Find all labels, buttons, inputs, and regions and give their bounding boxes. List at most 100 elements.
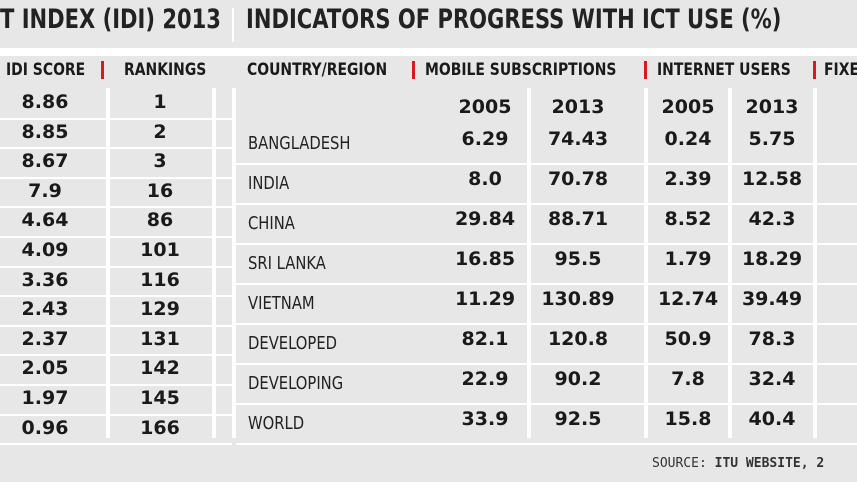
ranking-cell: 2	[153, 120, 167, 143]
column-separator	[212, 88, 216, 438]
row-divider	[0, 117, 232, 120]
title-band	[0, 48, 857, 56]
internet-2013-cell: 18.29	[741, 248, 803, 270]
row-divider	[236, 203, 857, 205]
ranking-cell: 166	[140, 416, 180, 439]
mobile-2013-cell: 130.89	[541, 288, 615, 310]
country-cell: VIETNAM	[248, 293, 315, 314]
row-divider	[0, 413, 232, 416]
mobile-2005-cell: 82.1	[461, 328, 509, 350]
ranking-cell: 131	[140, 327, 180, 350]
internet-2013-cell: 12.58	[741, 168, 803, 190]
title-divider	[232, 8, 234, 42]
country-cell: CHINA	[248, 213, 295, 234]
internet-2005-cell: 7.8	[671, 368, 705, 390]
header-internet-users: INTERNET USERS	[657, 60, 791, 80]
row-divider	[0, 206, 232, 209]
ranking-cell: 142	[140, 357, 180, 380]
row-divider	[0, 176, 232, 179]
ranking-cell: 129	[140, 298, 180, 321]
country-cell: INDIA	[248, 173, 290, 194]
country-cell: DEVELOPING	[248, 373, 344, 394]
internet-2005-cell: 12.74	[657, 288, 719, 310]
idi-score-cell: 8.67	[21, 150, 69, 173]
year-internet-2005: 2005	[661, 96, 715, 118]
ranking-cell: 86	[146, 209, 174, 232]
header-divider	[644, 61, 647, 79]
internet-2013-cell: 5.75	[748, 128, 796, 150]
row-divider	[0, 443, 232, 446]
row-divider	[236, 323, 857, 325]
header-divider	[412, 61, 415, 79]
source-label: SOURCE:	[652, 456, 707, 471]
header-idi-score: IDI SCORE	[6, 60, 86, 80]
column-separator	[527, 88, 531, 438]
source-value: ITU WEBSITE, 2	[714, 456, 825, 471]
country-cell: WORLD	[248, 413, 305, 434]
mobile-2005-cell: 29.84	[454, 208, 516, 230]
mobile-2005-cell: 33.9	[461, 408, 509, 430]
ranking-cell: 1	[153, 91, 167, 113]
row-divider	[0, 354, 232, 357]
header-country-region: COUNTRY/REGION	[247, 60, 388, 80]
mobile-2013-cell: 95.5	[554, 248, 602, 270]
row-divider	[236, 163, 857, 165]
mobile-2013-cell: 74.43	[547, 128, 609, 150]
internet-2013-cell: 78.3	[748, 328, 796, 350]
year-mobile-2013: 2013	[551, 96, 605, 118]
left-title: T INDEX (IDI) 2013	[0, 4, 221, 35]
internet-2005-cell: 1.79	[664, 248, 712, 270]
row-divider	[0, 147, 232, 150]
internet-2005-cell: 50.9	[664, 328, 712, 350]
column-separator	[728, 88, 732, 438]
internet-2013-cell: 39.49	[741, 288, 803, 310]
row-divider	[0, 384, 232, 386]
source-note: SOURCE: ITU WEBSITE, 2	[652, 456, 824, 471]
mobile-2005-cell: 16.85	[454, 248, 516, 270]
idi-score-cell: 2.37	[21, 327, 69, 350]
internet-2013-cell: 32.4	[748, 368, 796, 390]
idi-score-cell: 0.96	[21, 416, 69, 439]
internet-2013-cell: 42.3	[748, 208, 796, 230]
mobile-2005-cell: 22.9	[461, 368, 509, 390]
mobile-2013-cell: 92.5	[554, 408, 602, 430]
column-separator	[106, 88, 110, 438]
idi-score-cell: 4.09	[21, 239, 69, 261]
row-divider	[0, 324, 232, 327]
mobile-2013-cell: 120.8	[547, 328, 609, 350]
mobile-2005-cell: 6.29	[461, 128, 509, 150]
year-internet-2013: 2013	[745, 96, 799, 118]
row-divider	[236, 443, 857, 445]
idi-score-cell: 8.86	[21, 91, 69, 113]
internet-2005-cell: 15.8	[664, 408, 712, 430]
ranking-cell: 101	[140, 239, 180, 261]
mobile-2013-cell: 70.78	[547, 168, 609, 190]
idi-score-cell: 8.85	[21, 120, 69, 143]
country-cell: SRI LANKA	[248, 253, 326, 274]
column-separator	[813, 88, 817, 438]
header-fixed: FIXE	[824, 60, 857, 80]
header-rankings: RANKINGS	[124, 60, 207, 80]
header-mobile-subscriptions: MOBILE SUBSCRIPTIONS	[425, 60, 617, 80]
mobile-2005-cell: 11.29	[454, 288, 516, 310]
header-divider	[101, 61, 104, 79]
country-cell: BANGLADESH	[248, 133, 351, 154]
header-divider	[813, 61, 816, 79]
row-divider	[236, 363, 857, 365]
idi-score-cell: 2.43	[21, 298, 69, 321]
row-divider	[0, 236, 232, 238]
mobile-2013-cell: 88.71	[547, 208, 609, 230]
internet-2013-cell: 40.4	[748, 408, 796, 430]
mobile-2005-cell: 8.0	[468, 168, 502, 190]
mobile-2013-cell: 90.2	[554, 368, 602, 390]
ranking-cell: 145	[140, 387, 180, 409]
internet-2005-cell: 2.39	[664, 168, 712, 190]
idi-score-cell: 7.9	[28, 179, 62, 202]
column-separator	[644, 88, 648, 438]
internet-2005-cell: 0.24	[664, 128, 712, 150]
column-separator	[232, 88, 236, 438]
row-divider	[236, 403, 857, 405]
internet-2005-cell: 8.52	[664, 208, 712, 230]
idi-score-cell: 2.05	[21, 357, 69, 380]
ranking-cell: 16	[146, 179, 174, 202]
